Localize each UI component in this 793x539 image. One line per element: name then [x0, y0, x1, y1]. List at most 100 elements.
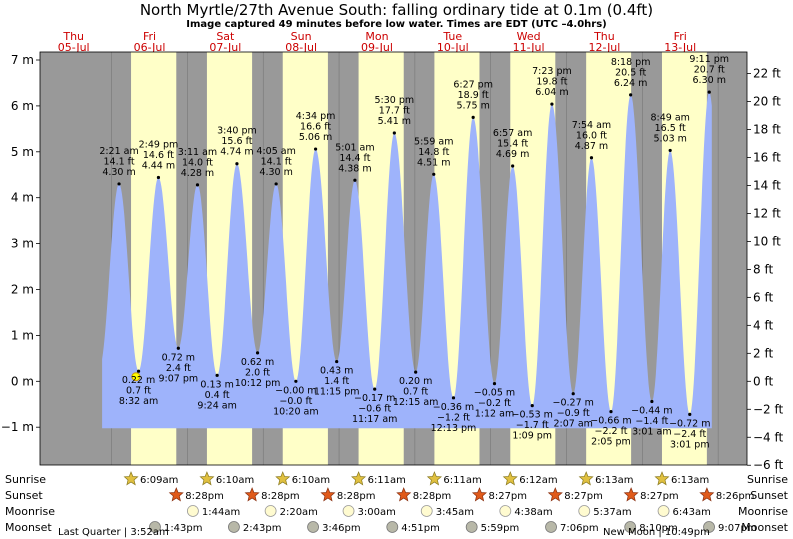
low-tide-point: [492, 381, 497, 386]
high-tide-label: 6.30 m: [693, 75, 726, 86]
high-tide-label: 14.6 ft: [143, 150, 174, 161]
moonrise-icon: [578, 505, 591, 517]
low-tide-label: 2:07 am: [553, 419, 592, 430]
day-date: 07-Jul: [209, 41, 241, 54]
sunrise-time: 6:11am: [443, 475, 481, 486]
sunset-icon: [471, 487, 487, 502]
sunset-time: 8:27pm: [640, 491, 679, 502]
low-tide-label: −0.72 m: [669, 418, 710, 429]
y-left-tick-label: 5 m: [11, 145, 34, 159]
moonrise-icon: [186, 505, 199, 517]
low-tide-label: 10:20 am: [273, 406, 318, 417]
y-right-tick-label: 10 ft: [753, 234, 781, 248]
y-right-tick-label: 20 ft: [753, 94, 781, 108]
y-left-tick-label: 6 m: [11, 99, 34, 113]
sunrise-icon: [426, 471, 442, 486]
high-tide-label: 4.87 m: [575, 141, 608, 152]
sunrise-time: 6:10am: [292, 475, 330, 486]
day-date: 10-Jul: [437, 41, 469, 54]
moonset-icon: [307, 521, 319, 533]
high-tide-point: [589, 156, 594, 160]
day-date: 05-Jul: [58, 41, 90, 54]
sunrise-time: 6:10am: [216, 475, 254, 486]
low-tide-label: 11:17 am: [352, 414, 397, 425]
moonrise-icon: [342, 505, 355, 517]
sunrise-time: 6:13am: [671, 475, 709, 486]
moonrise-icon: [420, 505, 433, 517]
day-date: 09-Jul: [361, 41, 393, 54]
low-tide-label: 0.20 m: [399, 376, 432, 387]
high-tide-label: 14.8 ft: [418, 147, 449, 158]
low-tide-point: [176, 346, 180, 350]
low-tide-label: 12:15 am: [393, 397, 438, 408]
low-tide-label: 1.4 ft: [324, 376, 349, 387]
low-tide-label: −0.2 ft: [478, 398, 511, 409]
y-right-tick-label: 16 ft: [753, 150, 781, 164]
sunrise-icon: [578, 471, 594, 486]
low-tide-label: 0.62 m: [241, 357, 274, 368]
high-tide-point: [235, 162, 239, 166]
low-tide-label: −1.2 ft: [437, 412, 470, 423]
high-tide-label: 6.04 m: [535, 87, 568, 98]
y-axis-right: 22 ft 20 ft 18 ft 16 ft 14 ft 12 ft 10 ft 8 ft 6…: [747, 67, 784, 472]
plot-area: [39, 51, 748, 466]
row-label-right: Sunrise: [747, 473, 788, 486]
y-right-tick-label: 18 ft: [753, 122, 781, 136]
moonrise-icon: [499, 505, 512, 517]
sunrise-time: 6:12am: [519, 475, 557, 486]
y-right-tick-label: −2 ft: [753, 402, 784, 416]
low-tide-point: [255, 351, 260, 355]
high-tide-label: 3:40 pm: [217, 126, 257, 137]
y-right-tick-label: −6 ft: [753, 458, 784, 472]
high-tide-label: 4.28 m: [181, 168, 214, 179]
low-tide-label: −0.6 ft: [358, 404, 391, 415]
sunrise-time: 6:11am: [368, 475, 406, 486]
low-tide-label: 0.22 m: [122, 375, 155, 386]
moonset-time: 7:06pm: [560, 523, 599, 534]
y-left-tick-label: 3 m: [11, 237, 34, 251]
high-tide-label: 7:54 am: [572, 120, 611, 131]
low-tide-point: [414, 370, 418, 374]
high-tide-label: 5.75 m: [456, 100, 489, 111]
high-tide-label: 5.03 m: [653, 133, 686, 144]
day-of-week: Mon: [365, 30, 388, 43]
low-tide-label: 9:07 pm: [159, 373, 199, 384]
sunrise-icon: [199, 471, 215, 486]
low-tide-point: [530, 404, 534, 408]
high-tide-point: [511, 164, 515, 168]
moonset-icon: [149, 521, 161, 533]
high-tide-point: [274, 182, 278, 186]
moon-phase-last-quarter: Last Quarter | 3:52am: [58, 527, 169, 538]
high-tide-point: [353, 178, 357, 182]
high-tide-label: 5:01 am: [335, 142, 374, 153]
high-tide-label: 5:30 pm: [375, 95, 415, 106]
high-tide-label: 17.7 ft: [379, 105, 410, 116]
high-tide-label: 2:49 pm: [139, 140, 179, 151]
high-tide-label: 8:49 am: [650, 112, 689, 123]
row-label-left: Sunset: [5, 489, 43, 502]
high-tide-label: 19.8 ft: [536, 77, 567, 88]
high-tide-point: [668, 148, 672, 153]
y-axis-left: 7 m 6 m 5 m 4 m 3 m 2 m 1 m 0 m −1 m: [1, 53, 40, 434]
high-tide-label: 14.4 ft: [339, 153, 370, 164]
day-of-week: Fri: [143, 30, 156, 43]
low-tide-label: 11:15 pm: [314, 387, 360, 398]
high-tide-label: 4.30 m: [259, 167, 292, 178]
high-tide-label: 4.51 m: [417, 157, 450, 168]
low-tide-point: [373, 387, 377, 391]
low-tide-label: −0.0 ft: [279, 396, 312, 407]
high-tide-label: 4.44 m: [142, 161, 175, 172]
sunset-time: 8:28pm: [337, 491, 376, 502]
y-right-tick-label: 6 ft: [753, 290, 773, 304]
day-date: 06-Jul: [134, 41, 166, 54]
low-tide-label: −0.27 m: [553, 398, 594, 409]
low-tide-label: −0.53 m: [512, 410, 553, 421]
sunrise-time: 6:13am: [595, 475, 633, 486]
low-tide-label: −0.44 m: [631, 405, 672, 416]
plot-frame: [39, 51, 748, 466]
high-tide-label: 6.24 m: [614, 78, 647, 89]
y-left-tick-label: 4 m: [11, 191, 34, 205]
moon-phase-new-moon: New Moon | 10:49pm: [603, 527, 710, 538]
moonrise-time: 3:45am: [436, 507, 474, 518]
low-tide-label: −2.2 ft: [594, 426, 627, 437]
